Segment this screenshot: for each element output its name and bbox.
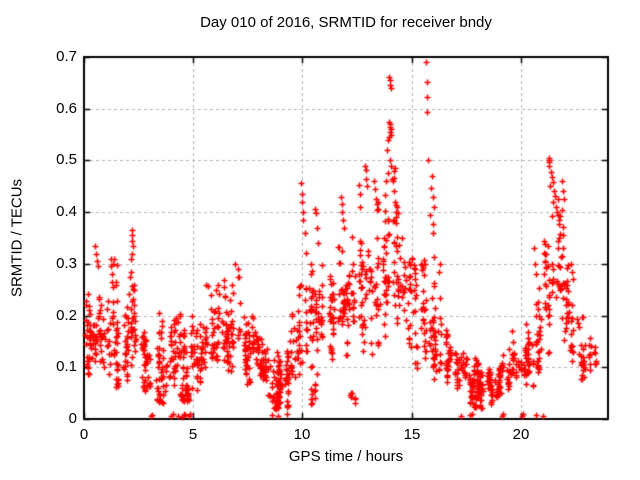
x-tick-label: 20 [512,426,530,443]
y-tick-label: 0.6 [56,100,77,117]
x-tick-label: 5 [188,426,198,443]
chart-title: Day 010 of 2016, SRMTID for receiver bnd… [200,14,492,31]
y-tick-label: 0 [68,410,77,427]
y-axis-label: SRMTID / TECUs [8,178,26,298]
y-tick-label: 0.2 [56,307,77,324]
x-axis-label: GPS time / hours [288,448,404,465]
x-tick-label: 0 [79,426,89,443]
y-tick-label: 0.1 [56,358,77,375]
y-tick-label: 0.3 [56,255,77,272]
x-tick-label: 15 [403,426,421,443]
y-tick-label: 0.4 [56,203,77,220]
y-tick-label: 0.5 [56,151,77,168]
y-tick-label: 0.7 [56,48,77,65]
x-tick-label: 10 [293,426,311,443]
